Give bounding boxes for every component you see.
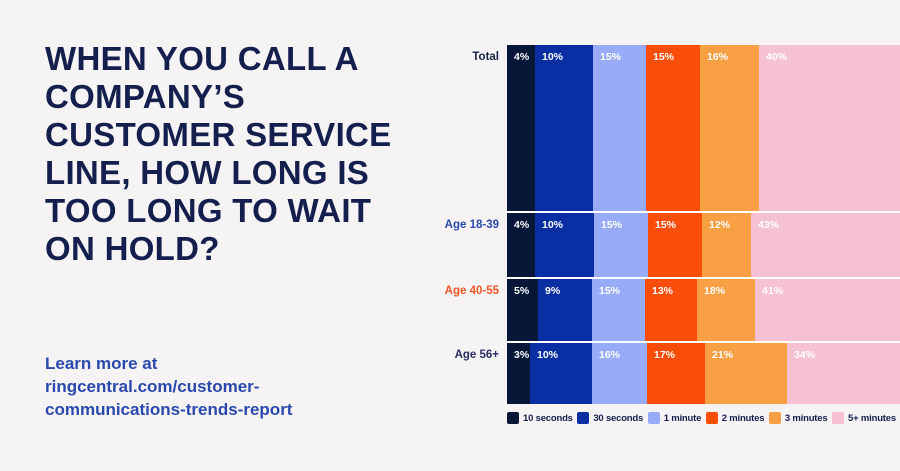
bar-value-label: 10%: [542, 219, 564, 231]
bar-value-label: 5%: [514, 285, 530, 297]
legend-swatch: [507, 412, 519, 424]
legend-label: 5+ minutes: [848, 412, 896, 424]
bar-segment: 15%: [594, 213, 648, 277]
bar-value-label: 16%: [599, 349, 621, 361]
bar-segment: 40%: [759, 45, 900, 211]
headline-line: WHEN YOU CALL A: [45, 40, 359, 77]
bar-segment: 16%: [700, 45, 759, 211]
headline-line: TOO LONG TO WAIT: [45, 192, 372, 229]
bar-value-label: 17%: [654, 349, 676, 361]
legend-item: 2 minutes: [705, 412, 765, 424]
bar-row: Age 56+ 3% 10% 16% 17% 21% 34%: [455, 343, 900, 404]
bar-segment: 15%: [646, 45, 700, 211]
bar-segment: 4%: [507, 213, 535, 277]
headline-line: COMPANY’S: [45, 78, 246, 115]
learn-more-url-line[interactable]: ringcentral.com/customer-: [45, 377, 260, 396]
legend-swatch: [647, 412, 660, 424]
bar-rows: Total 4% 10% 15% 15% 16% 40% Age 18-39 4% 10% 15% 1…: [445, 45, 900, 404]
headline-line: CUSTOMER SERVICE: [45, 116, 392, 153]
bar-value-label: 9%: [545, 285, 561, 297]
bar-segment: 12%: [702, 213, 751, 277]
legend-item: 5+ minutes: [832, 412, 896, 424]
bar-value-label: 15%: [601, 219, 623, 231]
legend-item: 1 minute: [647, 412, 702, 424]
bar-row: Total 4% 10% 15% 15% 16% 40%: [472, 45, 900, 211]
bar-value-label: 18%: [704, 285, 726, 297]
legend-swatch: [577, 412, 590, 424]
legend-label: 1 minute: [663, 412, 702, 424]
bar-value-label: 40%: [766, 51, 788, 63]
bar-segment: 15%: [593, 45, 646, 211]
legend: 10 seconds 30 seconds 1 minute 2 minutes 3 m…: [507, 412, 896, 424]
bar-value-label: 10%: [542, 51, 564, 63]
bar-segment: 18%: [697, 279, 755, 341]
legend-label: 10 seconds: [523, 412, 573, 424]
legend-item: 30 seconds: [577, 412, 643, 424]
bar-segment: 15%: [648, 213, 702, 277]
bar-segment: 10%: [530, 343, 592, 404]
bar-value-label: 34%: [794, 349, 816, 361]
bar-segment: 10%: [535, 45, 593, 211]
bar-value-label: 4%: [514, 51, 530, 63]
bar-value-label: 12%: [709, 219, 731, 231]
bar-segment: 41%: [755, 279, 900, 341]
bar-segment: 21%: [705, 343, 787, 404]
legend-label: 2 minutes: [721, 412, 765, 424]
headline-line: LINE, HOW LONG IS: [45, 154, 370, 191]
legend-item: 10 seconds: [507, 412, 573, 424]
headline: WHEN YOU CALL A COMPANY’S CUSTOMER SERVI…: [45, 40, 475, 268]
bar-segment: 9%: [538, 279, 592, 341]
legend-swatch: [832, 412, 845, 424]
bar-value-label: 3%: [514, 349, 530, 361]
bar-value-label: 10%: [537, 349, 559, 361]
learn-more-url-line[interactable]: communications-trends-report: [45, 400, 293, 419]
bar-segment: 10%: [535, 213, 594, 277]
bar-value-label: 41%: [762, 285, 784, 297]
bar-value-label: 13%: [652, 285, 674, 297]
bar-segment: 34%: [787, 343, 900, 404]
bar-value-label: 15%: [653, 51, 675, 63]
learn-more-link[interactable]: Learn more at ringcentral.com/customer- …: [45, 352, 292, 421]
bar-segment: 15%: [592, 279, 645, 341]
bar-value-label: 15%: [600, 51, 622, 63]
row-label: Age 56+: [454, 349, 499, 361]
bar-value-label: 21%: [712, 349, 734, 361]
row-label: Age 40-55: [444, 285, 499, 297]
bar-segment: 16%: [592, 343, 647, 404]
legend-label: 3 minutes: [784, 412, 828, 424]
bar-value-label: 15%: [655, 219, 677, 231]
bar-segment: 43%: [751, 213, 900, 277]
row-label: Total: [472, 51, 499, 63]
legend-swatch: [705, 412, 718, 424]
bar-segment: 4%: [507, 45, 535, 211]
bar-segment: 3%: [507, 343, 530, 404]
headline-line: ON HOLD?: [45, 230, 220, 267]
row-label: Age 18-39: [444, 219, 499, 231]
bar-segment: 5%: [507, 279, 538, 341]
learn-more-text: Learn more at: [45, 354, 158, 373]
bar-segment: 17%: [647, 343, 705, 404]
legend-item: 3 minutes: [768, 412, 828, 424]
legend-label: 30 seconds: [593, 412, 644, 424]
bar-row: Age 18-39 4% 10% 15% 15% 12% 43%: [445, 213, 900, 277]
bar-segment: 13%: [645, 279, 697, 341]
legend-swatch: [768, 412, 781, 424]
bar-value-label: 16%: [707, 51, 729, 63]
bar-row: Age 40-55 5% 9% 15% 13% 18% 41%: [445, 279, 900, 341]
bar-value-label: 43%: [758, 219, 780, 231]
bar-value-label: 4%: [514, 219, 530, 231]
bar-value-label: 15%: [599, 285, 621, 297]
